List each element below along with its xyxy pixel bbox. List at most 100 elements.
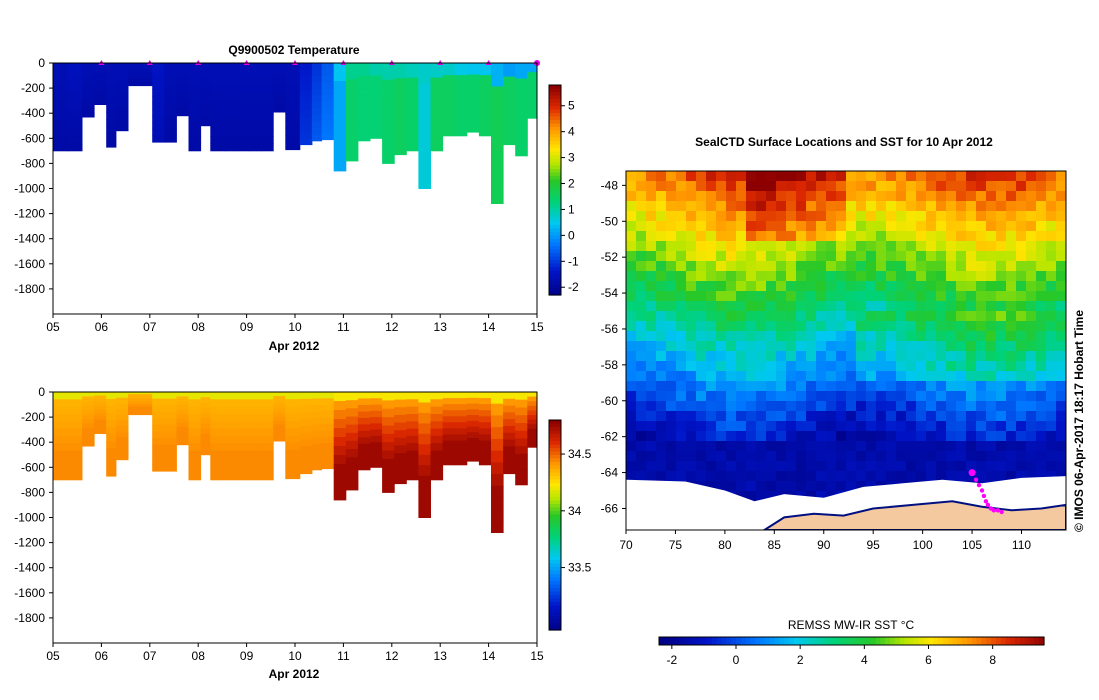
- profile-cell: [478, 422, 492, 429]
- profile-cell: [478, 111, 492, 119]
- profile-cell: [249, 63, 262, 71]
- sst-cell: [756, 371, 767, 382]
- sst-cell: [636, 211, 647, 222]
- profile-cell: [261, 414, 274, 422]
- sst-cell: [956, 321, 967, 332]
- profile-cell: [466, 126, 480, 133]
- sst-cell: [986, 341, 997, 352]
- sst-cell: [1006, 441, 1017, 452]
- sst-cell: [876, 271, 887, 282]
- sst-cell: [836, 231, 847, 242]
- sst-cell: [826, 471, 837, 482]
- sst-cell: [926, 181, 937, 192]
- profile-cell: [273, 75, 286, 80]
- sst-cell: [716, 221, 727, 232]
- sst-cell: [776, 281, 787, 292]
- sst-cell: [696, 191, 707, 202]
- sst-cell: [706, 451, 717, 462]
- sst-cell: [766, 191, 777, 202]
- profile-cell: [382, 484, 395, 493]
- sst-cell: [746, 461, 757, 472]
- sst-cell: [1036, 461, 1047, 472]
- sst-cell: [866, 221, 877, 232]
- sst-cell: [796, 431, 807, 442]
- profile-cell: [152, 444, 165, 452]
- sst-cell: [876, 221, 887, 232]
- sst-cell: [626, 441, 637, 452]
- sst-cell: [896, 441, 907, 452]
- profile-cell: [210, 106, 226, 115]
- sst-cell: [936, 431, 947, 442]
- sst-cell: [1006, 411, 1017, 422]
- sst-cell: [846, 271, 857, 282]
- profile-cell: [333, 135, 347, 145]
- sst-cell: [1056, 171, 1066, 182]
- profile-cell: [53, 70, 68, 79]
- sst-cell: [656, 331, 667, 342]
- profile-cell: [115, 79, 129, 86]
- colorbar-swatch: [549, 511, 561, 516]
- profile-cell: [285, 91, 301, 100]
- profile-cell: [249, 399, 262, 408]
- sst-cell: [876, 261, 887, 272]
- sst-cell: [876, 171, 887, 182]
- sst-cell: [926, 201, 937, 212]
- profile-cell: [394, 63, 407, 72]
- sst-cell: [736, 171, 747, 182]
- sst-cell: [756, 461, 767, 472]
- sst-cell: [886, 461, 897, 472]
- sst-cell: [936, 331, 947, 342]
- sst-cell: [986, 391, 997, 402]
- sst-cell: [1046, 441, 1057, 452]
- profile-cell: [94, 101, 107, 105]
- profile-cell: [418, 392, 431, 403]
- profile-cell: [67, 399, 83, 408]
- sst-cell: [746, 421, 757, 432]
- sst-cell: [816, 361, 827, 372]
- profile-cell: [236, 465, 250, 473]
- sst-cell: [876, 251, 887, 262]
- sst-cell: [656, 451, 667, 462]
- profile-cell: [382, 79, 395, 89]
- sst-cell: [1036, 311, 1047, 322]
- sst-cell: [906, 301, 917, 312]
- colorbar-tick-label: 0: [733, 653, 740, 667]
- profile-cell: [152, 135, 165, 143]
- sst-cell: [946, 391, 957, 402]
- colorbar-swatch: [549, 553, 561, 558]
- profile-cell: [67, 443, 83, 451]
- sst-cell: [766, 241, 777, 252]
- sst-cell: [766, 451, 777, 462]
- profile-cell: [82, 112, 95, 118]
- profile-cell: [515, 469, 528, 478]
- sst-cell: [656, 441, 667, 452]
- profile-cell: [261, 136, 274, 144]
- sst-cell: [926, 401, 937, 412]
- profile-cell: [67, 472, 83, 481]
- profile-cell: [249, 406, 262, 415]
- profile-cell: [94, 398, 107, 403]
- profile-cell: [370, 81, 383, 89]
- sst-cell: [776, 421, 787, 432]
- profile-cell: [333, 392, 347, 402]
- sst-cell: [1016, 231, 1027, 242]
- profile-cell: [345, 128, 359, 137]
- profile-cell: [321, 417, 335, 425]
- colorbar-swatch: [549, 242, 561, 247]
- profile-cell: [503, 110, 516, 118]
- sst-cell: [756, 361, 767, 372]
- profile-cell: [357, 463, 371, 471]
- sst-cell: [636, 461, 647, 472]
- sst-cell: [746, 491, 757, 502]
- profile-cell: [503, 131, 516, 139]
- sst-cell: [696, 441, 707, 452]
- colorbar-swatch: [549, 500, 561, 505]
- sst-cell: [1006, 271, 1017, 282]
- profile-cell: [382, 63, 395, 72]
- sst-cell: [656, 471, 667, 482]
- sst-cell: [816, 281, 827, 292]
- profile-cell: [164, 135, 177, 143]
- profile-cell: [82, 94, 95, 100]
- sst-cell: [666, 411, 677, 422]
- profile-cell: [442, 404, 456, 411]
